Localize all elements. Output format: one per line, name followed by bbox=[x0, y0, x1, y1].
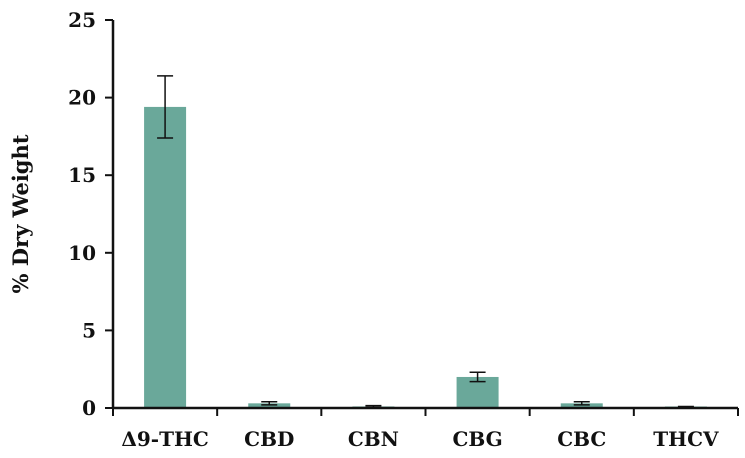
bar-0 bbox=[144, 106, 187, 409]
y-axis-label: % Dry Weight bbox=[8, 134, 33, 293]
y-tick-label: 15 bbox=[68, 163, 96, 187]
error-bars bbox=[157, 75, 694, 409]
x-tick-label: THCV bbox=[653, 427, 719, 451]
x-tick-label: Δ9-THC bbox=[121, 427, 208, 451]
x-tick-label: CBD bbox=[244, 427, 294, 451]
y-tick-label: 0 bbox=[82, 396, 96, 420]
error-bar-1 bbox=[261, 401, 278, 406]
y-tick-label: 10 bbox=[68, 241, 96, 265]
bar-4 bbox=[560, 403, 603, 408]
y-tick-label: 20 bbox=[68, 86, 96, 110]
bar-1 bbox=[248, 403, 291, 408]
y-tick-label: 5 bbox=[82, 318, 96, 342]
x-tick-label: CBG bbox=[452, 427, 502, 451]
x-tick-label: CBN bbox=[348, 427, 399, 451]
x-tick-label: CBC bbox=[557, 427, 606, 451]
bar-series bbox=[144, 106, 707, 409]
error-bar-4 bbox=[573, 401, 590, 406]
error-bar-3 bbox=[469, 371, 486, 383]
y-axis-ticks: 0 5 10 15 20 25 bbox=[68, 8, 739, 420]
x-axis-labels: Δ9-THC CBD CBN CBG CBC THCV bbox=[121, 427, 719, 451]
error-bar-0 bbox=[157, 75, 174, 139]
y-tick-label: 25 bbox=[68, 8, 96, 32]
